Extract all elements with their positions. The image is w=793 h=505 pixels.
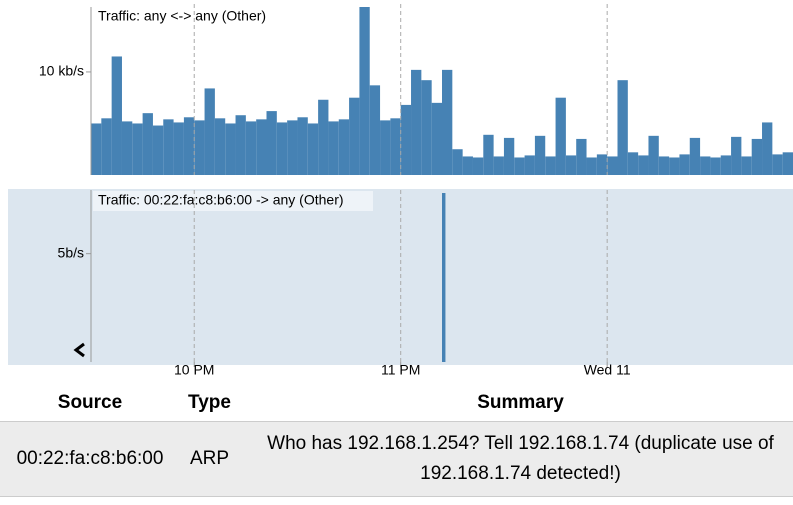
y-tick-label: 10 kb/s [39,63,84,79]
charts: Traffic: any <-> any (Other) Traffic: 00… [8,4,793,378]
bar [669,157,680,175]
bar [617,80,628,175]
bar [555,97,566,175]
bar [762,122,773,175]
bar [297,117,308,175]
bar [411,69,422,175]
bar [225,123,236,175]
bar [421,80,432,175]
bar [514,157,525,175]
bar [400,104,412,175]
bar [638,155,649,175]
cell: 00:22:fa:c8:b6:00 [0,421,180,497]
bar [380,120,391,175]
bar [493,156,504,175]
bar [772,154,783,175]
bar [503,137,515,175]
bar [627,152,639,175]
bar [689,137,701,175]
bar [534,135,546,175]
bar [121,121,133,175]
x-tick-label: 11 PM [381,362,420,378]
bar [679,154,690,175]
column-header[interactable]: Type [180,385,248,422]
bar [452,149,463,175]
x-tick-label: 10 PM [174,362,214,378]
bar [338,119,350,175]
bar [731,136,742,175]
bar [111,56,122,175]
bar [545,156,556,175]
bar [648,135,659,175]
bar [256,119,267,175]
bar [369,85,381,175]
title-background [93,191,373,211]
bar [359,7,370,175]
bar [235,115,246,175]
bar [462,156,473,175]
bar [214,118,226,175]
bar [607,156,618,175]
bar [266,111,277,175]
bar [132,123,143,175]
chart-title: Traffic: 00:22:fa:c8:b6:00 -> any (Other… [98,192,344,208]
bar [700,156,711,175]
x-tick-label: Wed 11 [584,362,631,378]
bar [442,69,453,175]
bar [782,152,793,175]
bar [245,121,257,175]
bar [658,156,670,175]
bar [101,118,112,175]
bar [276,122,288,175]
bar [710,157,721,175]
plot-layer [91,7,793,362]
bar [596,154,608,175]
bar [152,125,164,175]
bar [576,138,587,175]
chart-title: Traffic: any <-> any (Other) [98,8,266,24]
bar [287,120,298,175]
bar [442,193,446,362]
bar [349,97,360,175]
bar [91,123,102,175]
cell: ARP [180,421,248,497]
bar [390,118,401,175]
bar [328,121,339,175]
bar [163,119,174,175]
y-tick-label: 5b/s [58,244,84,260]
bar [720,155,732,175]
bar [194,120,205,175]
bar [472,157,484,175]
bar [173,122,184,175]
bar [741,156,752,175]
scroll-left[interactable] [73,342,85,358]
bar [183,117,195,175]
bar [318,99,329,175]
bar [483,134,494,175]
bar [751,138,763,175]
column-header[interactable]: Source [0,385,180,422]
bar [204,88,215,175]
bar [431,102,442,175]
cell: Who has 192.168.1.254? Tell 192.168.1.74… [248,421,793,497]
table-row[interactable]: 00:22:fa:c8:b6:00 ARP Who has 192.168.1.… [0,421,793,497]
bar [524,155,535,175]
bar [307,123,319,175]
packet-table: Source Type Summary 00:22:fa:c8:b6:00 AR… [0,385,793,497]
bar [142,113,153,175]
column-header[interactable]: Summary [248,385,793,422]
bar [565,155,577,175]
bar [586,157,597,175]
